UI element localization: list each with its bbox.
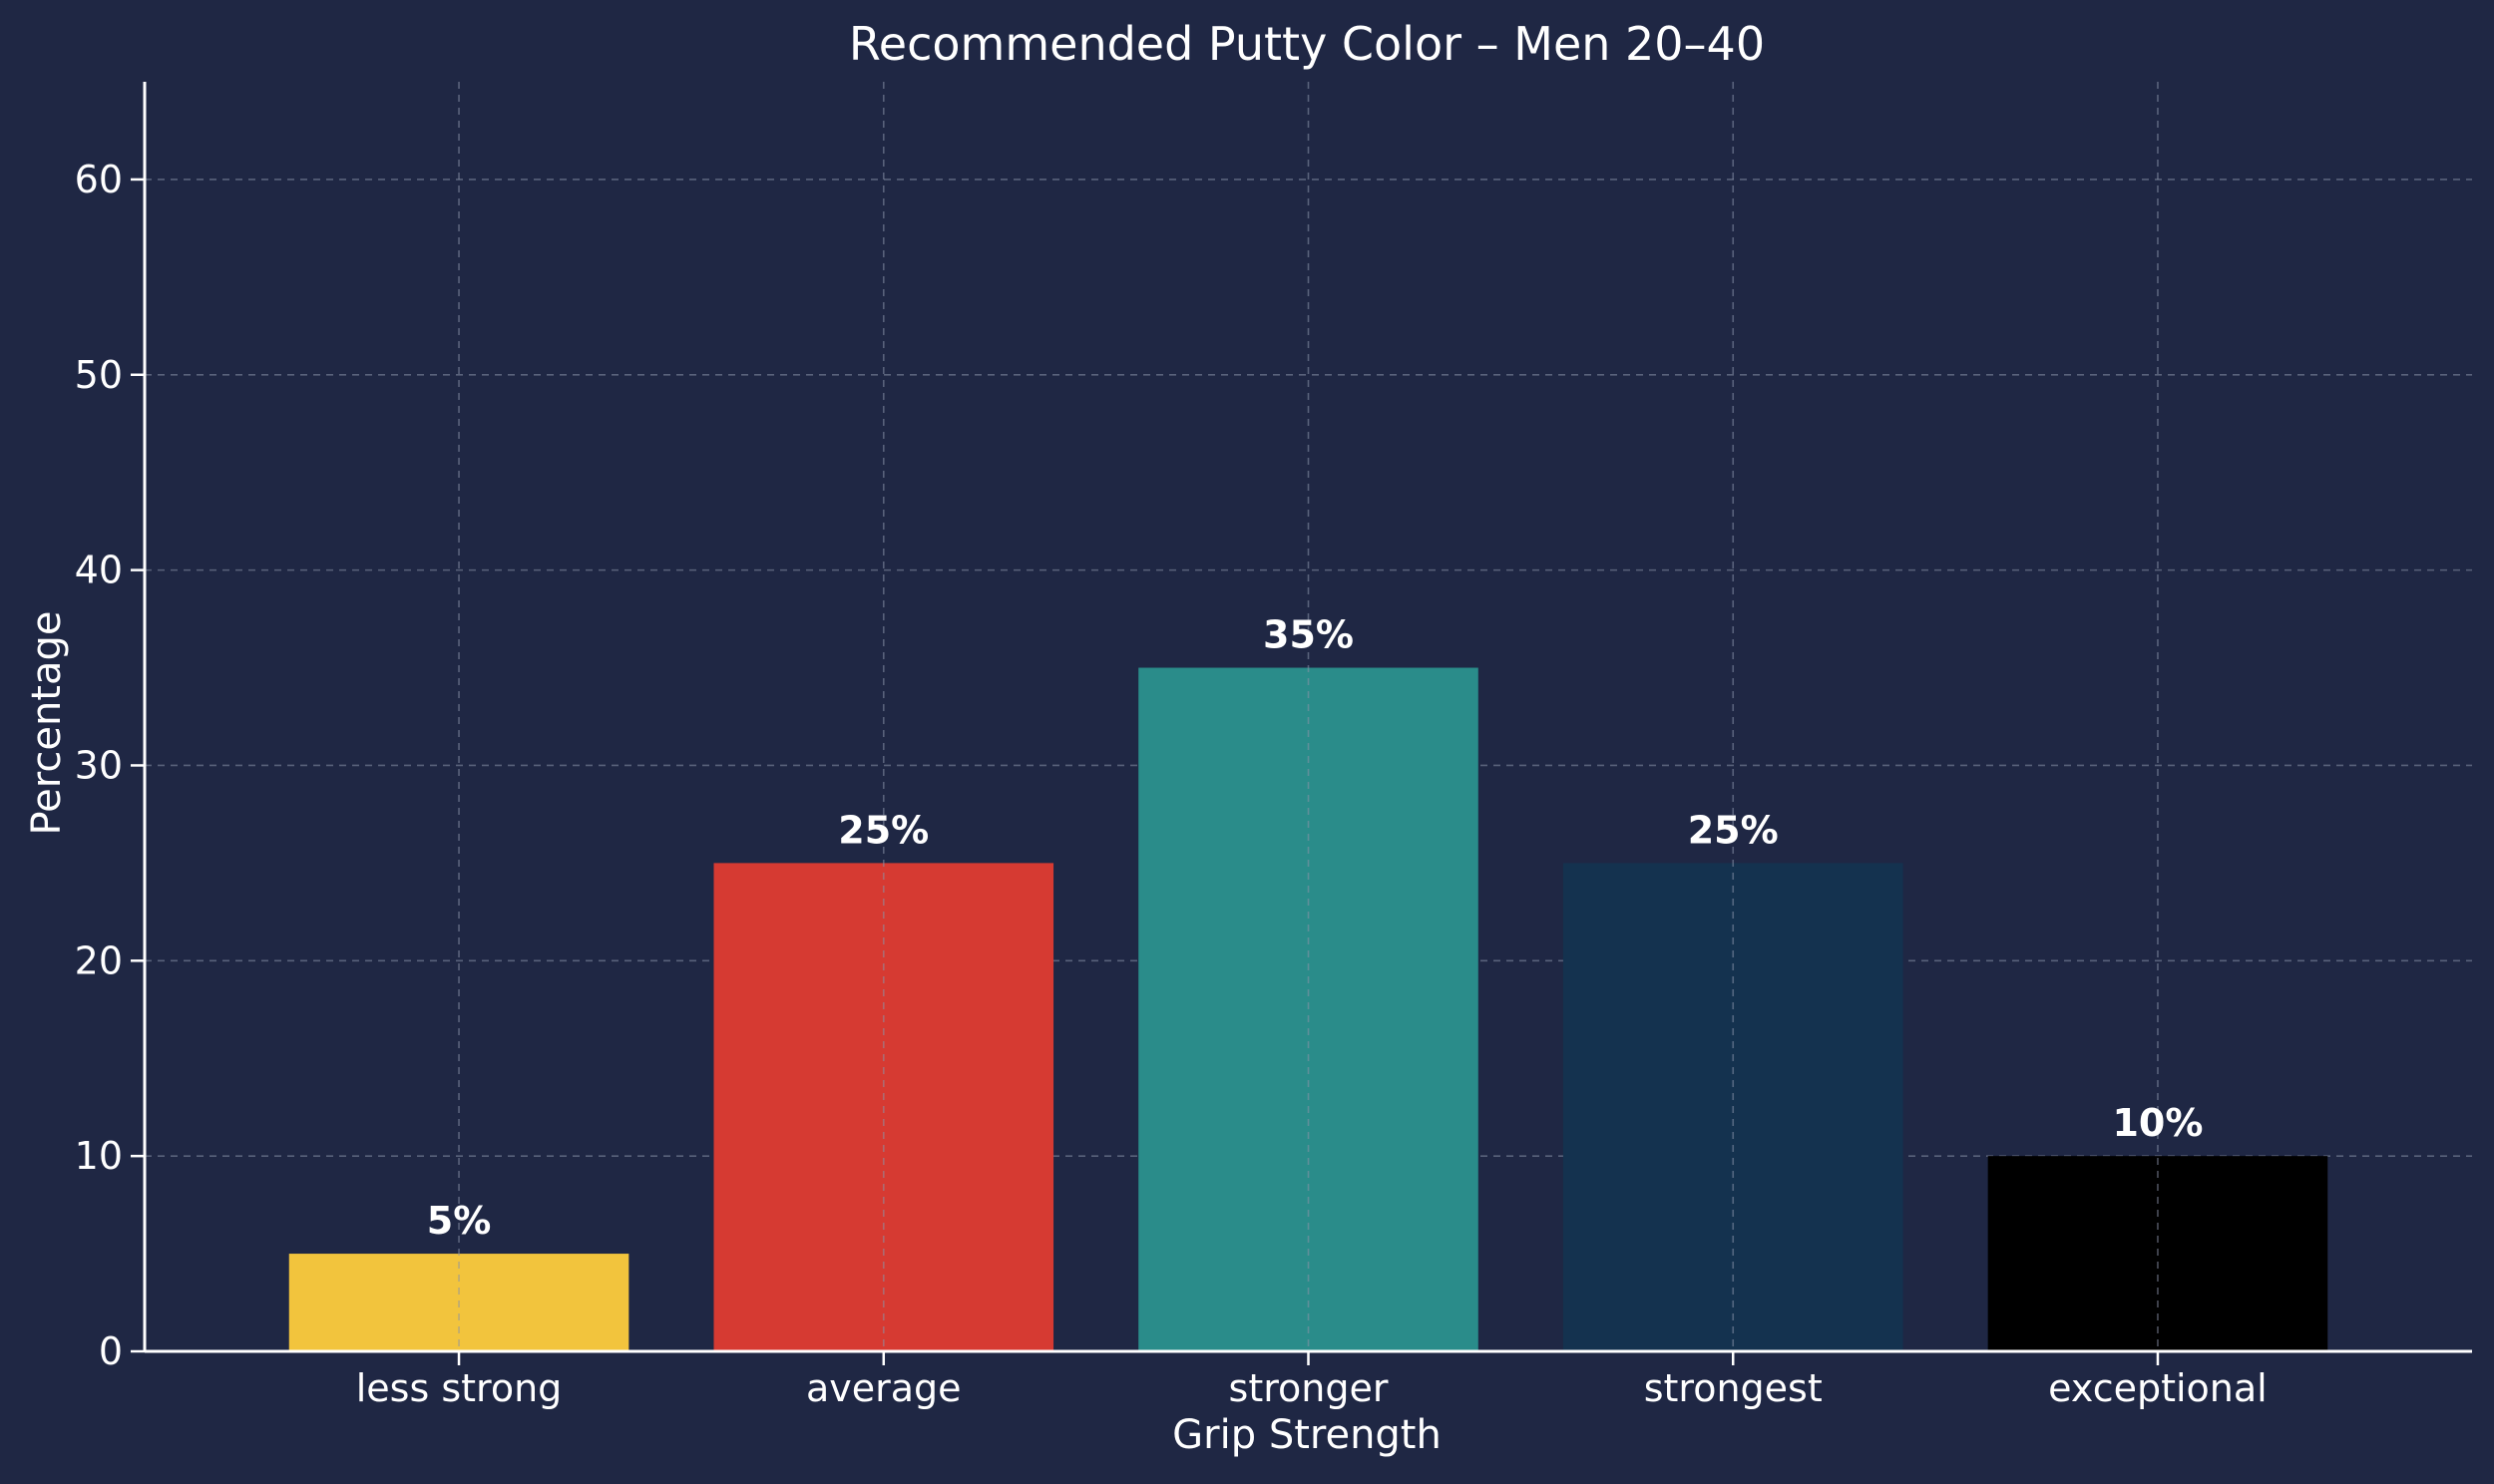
vertical-grid-lines xyxy=(458,82,2159,1351)
y-axis-ticks: 0 10 20 30 40 50 60 xyxy=(75,158,145,1373)
bar-value-label: 35% xyxy=(1263,613,1354,657)
y-axis-title: Percentage xyxy=(24,610,70,835)
y-tick-label: 50 xyxy=(75,353,123,397)
x-tick-label: average xyxy=(806,1366,962,1410)
bar-value-label: 10% xyxy=(2112,1101,2203,1145)
x-tick-label: stronger xyxy=(1229,1366,1389,1410)
y-tick-label: 60 xyxy=(75,158,123,201)
data-labels: 5% 25% 35% 25% 10% xyxy=(427,613,2204,1244)
y-tick-label: 0 xyxy=(99,1329,123,1373)
x-tick-label: exceptional xyxy=(2048,1366,2268,1410)
y-tick-label: 20 xyxy=(75,938,123,982)
x-tick-label: less strong xyxy=(356,1366,563,1410)
chart-title: Recommended Putty Color – Men 20–40 xyxy=(849,17,1765,71)
y-tick-label: 10 xyxy=(75,1134,123,1178)
bar-value-label: 5% xyxy=(427,1199,492,1243)
bar-value-label: 25% xyxy=(1688,808,1779,852)
bar-value-label: 25% xyxy=(838,808,929,852)
x-tick-label: strongest xyxy=(1644,1366,1823,1410)
x-axis-title: Grip Strength xyxy=(1172,1412,1442,1458)
y-tick-label: 30 xyxy=(75,743,123,787)
y-tick-label: 40 xyxy=(75,549,123,592)
x-axis-ticks: less strong average stronger strongest excep… xyxy=(356,1351,2268,1410)
